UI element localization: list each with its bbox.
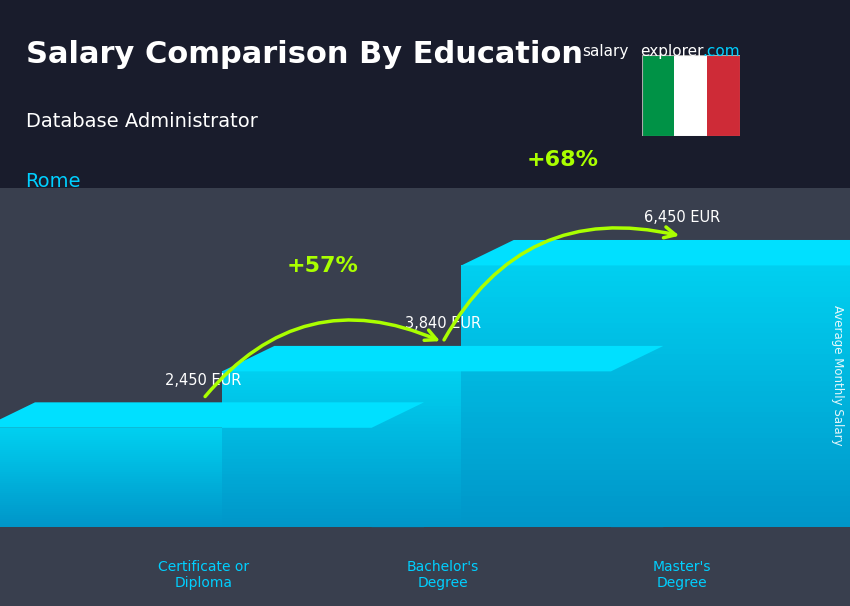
Polygon shape [222, 375, 611, 378]
Polygon shape [222, 514, 611, 518]
Polygon shape [222, 412, 611, 415]
Polygon shape [222, 393, 611, 396]
Polygon shape [462, 428, 850, 433]
Polygon shape [462, 370, 850, 375]
Polygon shape [222, 496, 611, 499]
Polygon shape [0, 473, 371, 476]
Polygon shape [0, 459, 371, 462]
Text: Master's
Degree: Master's Degree [653, 560, 711, 590]
Polygon shape [222, 381, 611, 384]
Polygon shape [222, 474, 611, 478]
Text: Database Administrator: Database Administrator [26, 112, 258, 131]
FancyBboxPatch shape [0, 0, 850, 188]
Polygon shape [222, 471, 611, 474]
Polygon shape [462, 355, 850, 360]
Polygon shape [0, 523, 371, 525]
Text: +68%: +68% [526, 150, 598, 170]
Polygon shape [462, 349, 850, 355]
Polygon shape [0, 444, 371, 445]
Text: +57%: +57% [287, 256, 359, 276]
Polygon shape [0, 450, 371, 451]
Polygon shape [222, 371, 611, 375]
Polygon shape [0, 505, 371, 507]
Polygon shape [462, 448, 850, 454]
Polygon shape [0, 525, 371, 527]
Polygon shape [0, 513, 371, 515]
Text: Salary Comparison By Education: Salary Comparison By Education [26, 40, 582, 69]
Polygon shape [611, 346, 663, 527]
Polygon shape [222, 484, 611, 487]
Polygon shape [0, 402, 424, 428]
Polygon shape [462, 375, 850, 381]
Text: 6,450 EUR: 6,450 EUR [644, 210, 720, 225]
Polygon shape [0, 484, 371, 485]
Polygon shape [0, 434, 371, 436]
Polygon shape [462, 240, 850, 265]
Polygon shape [0, 445, 371, 448]
Polygon shape [222, 459, 611, 462]
Polygon shape [462, 402, 850, 407]
Polygon shape [462, 291, 850, 297]
Polygon shape [222, 427, 611, 431]
Polygon shape [222, 502, 611, 505]
Polygon shape [462, 297, 850, 302]
Polygon shape [0, 476, 371, 478]
Polygon shape [222, 346, 663, 371]
Polygon shape [462, 365, 850, 370]
Polygon shape [462, 271, 850, 276]
Polygon shape [0, 504, 371, 505]
Polygon shape [0, 518, 371, 519]
Polygon shape [462, 313, 850, 318]
Bar [707, 55, 740, 136]
Polygon shape [0, 440, 371, 442]
Polygon shape [0, 511, 371, 513]
Polygon shape [0, 462, 371, 464]
Polygon shape [0, 485, 371, 487]
Polygon shape [0, 451, 371, 454]
Polygon shape [0, 493, 371, 495]
Text: Bachelor's
Degree: Bachelor's Degree [406, 560, 479, 590]
Polygon shape [0, 454, 371, 456]
Polygon shape [222, 505, 611, 508]
Polygon shape [0, 470, 371, 471]
Polygon shape [0, 490, 371, 491]
Polygon shape [222, 493, 611, 496]
Polygon shape [222, 518, 611, 521]
Polygon shape [462, 470, 850, 475]
Polygon shape [0, 468, 371, 470]
Polygon shape [462, 475, 850, 480]
Polygon shape [222, 440, 611, 443]
Polygon shape [0, 515, 371, 518]
Text: Rome: Rome [26, 172, 81, 191]
Text: 2,450 EUR: 2,450 EUR [165, 373, 241, 388]
Polygon shape [0, 438, 371, 440]
Polygon shape [0, 487, 371, 490]
Polygon shape [462, 339, 850, 344]
Polygon shape [462, 287, 850, 291]
Polygon shape [222, 511, 611, 514]
Polygon shape [222, 446, 611, 449]
Polygon shape [462, 522, 850, 527]
Polygon shape [222, 456, 611, 459]
Text: explorer: explorer [640, 44, 704, 59]
Polygon shape [462, 459, 850, 464]
Polygon shape [222, 384, 611, 387]
Polygon shape [462, 496, 850, 501]
Polygon shape [462, 438, 850, 444]
Polygon shape [0, 501, 371, 504]
Polygon shape [462, 454, 850, 459]
Polygon shape [0, 436, 371, 438]
Polygon shape [462, 501, 850, 506]
Polygon shape [222, 437, 611, 440]
Polygon shape [222, 521, 611, 524]
Polygon shape [0, 456, 371, 458]
Polygon shape [462, 323, 850, 328]
Polygon shape [0, 482, 371, 484]
Polygon shape [222, 443, 611, 446]
Polygon shape [0, 431, 371, 434]
Polygon shape [222, 453, 611, 456]
Text: salary: salary [582, 44, 629, 59]
Polygon shape [222, 409, 611, 412]
